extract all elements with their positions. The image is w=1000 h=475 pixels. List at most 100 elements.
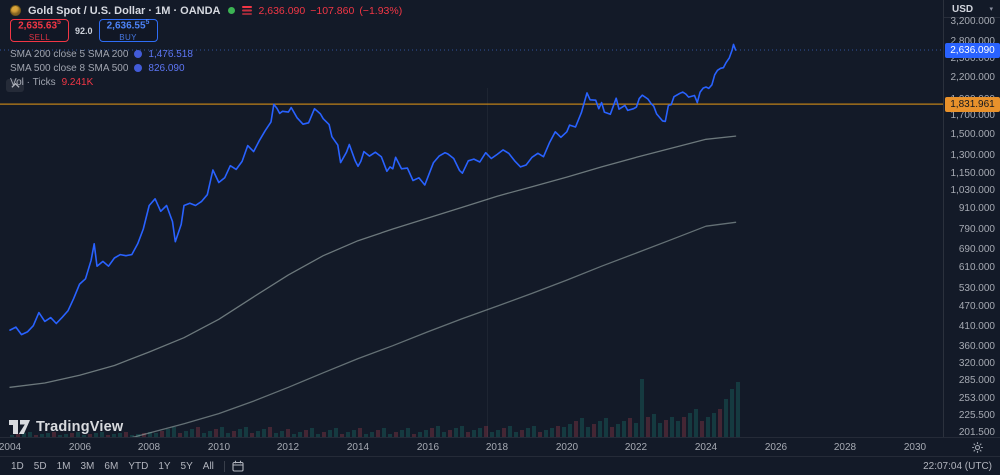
time-axis-label: 2018 — [485, 442, 509, 453]
price-chart-canvas — [0, 43, 943, 437]
indicator-title: SMA 200 close 5 SMA 200 — [10, 48, 129, 60]
volume-bar — [328, 430, 332, 437]
range-button-5y[interactable]: 5Y — [180, 460, 193, 472]
volume-bar — [22, 433, 26, 437]
time-axis-label: 2004 — [0, 442, 22, 453]
price-tick-label: 285.000 — [958, 375, 995, 386]
volume-bar — [568, 424, 572, 437]
volume-bar — [358, 428, 362, 437]
market-status-icon[interactable] — [227, 7, 235, 14]
tradingview-logo[interactable]: TradingView — [9, 419, 123, 435]
volume-bar — [412, 434, 416, 437]
volume-bar — [496, 430, 500, 437]
chart-pane[interactable]: Gold Spot / U.S. Dollar · 1M · OANDA 2,6… — [0, 0, 943, 437]
range-button-3m[interactable]: 3M — [80, 460, 95, 472]
symbol-title[interactable]: Gold Spot / U.S. Dollar · 1M · OANDA — [28, 4, 221, 17]
volume-bar — [604, 418, 608, 437]
price-tick-label: 910.000 — [958, 203, 995, 214]
price-tick-label: 1,300.000 — [950, 150, 996, 161]
collapse-legend-button[interactable] — [6, 79, 24, 92]
sma-line-series — [9, 135, 737, 388]
volume-bar — [472, 430, 476, 437]
range-button-5d[interactable]: 5D — [33, 460, 47, 472]
currency-label: USD — [952, 3, 974, 15]
volume-bar — [94, 433, 98, 437]
volume-bar — [10, 435, 14, 437]
volume-bar — [52, 432, 56, 437]
volume-bar — [556, 426, 560, 437]
range-button-all[interactable]: All — [202, 460, 214, 472]
time-axis-label: 2020 — [555, 442, 579, 453]
volume-bar — [310, 428, 314, 437]
clock-utc[interactable]: 22:07:04 (UTC) — [923, 460, 992, 472]
volume-bar — [580, 418, 584, 437]
currency-selector[interactable]: USD ▾ — [948, 2, 997, 16]
price-tick-label: 225.500 — [958, 410, 995, 421]
range-button-1m[interactable]: 1M — [56, 460, 71, 472]
volume-bar — [574, 421, 578, 437]
sell-button[interactable]: 2,635.635 SELL — [10, 19, 69, 42]
indicator-row[interactable]: SMA 200 close 5 SMA 200 1,476.518 — [10, 47, 193, 61]
volume-bar — [712, 413, 716, 437]
time-axis-label: 2022 — [624, 442, 648, 453]
volume-bar — [256, 431, 260, 437]
time-axis-label: 2026 — [764, 442, 788, 453]
volume-bar — [226, 433, 230, 437]
volume-bar — [514, 432, 518, 437]
volume-bar — [652, 414, 656, 437]
volume-bar — [88, 434, 92, 437]
range-button-1d[interactable]: 1D — [11, 460, 24, 472]
volume-bar — [454, 428, 458, 437]
volume-bar — [442, 432, 446, 437]
volume-bar — [484, 426, 488, 437]
indicator-row[interactable]: Vol · Ticks 9.241K — [10, 75, 193, 89]
volume-bar — [28, 432, 32, 437]
chevron-up-icon — [10, 82, 20, 88]
buy-button[interactable]: 2,636.555 BUY — [98, 19, 158, 42]
volume-bar — [610, 427, 614, 437]
volume-bar — [406, 428, 410, 437]
data-feed-icon[interactable] — [241, 2, 252, 20]
gear-icon[interactable] — [971, 441, 984, 454]
price-scale[interactable]: USD ▾ 3,200.000 2,800.000 2,500.000 2,200.0… — [943, 0, 1000, 438]
volume-bar — [322, 432, 326, 437]
tradingview-logo-text: TradingView — [36, 419, 124, 435]
volume-bar — [46, 433, 50, 437]
volume-bar — [376, 430, 380, 437]
volume-bar — [352, 430, 356, 437]
price-tick-label: 530.000 — [958, 283, 995, 294]
volume-bar — [64, 434, 68, 437]
go-to-date-button[interactable] — [232, 460, 244, 472]
range-button-ytd[interactable]: YTD — [128, 460, 149, 472]
time-axis[interactable]: 2004 2006 2008 2010 2012 2014 2016 2018 2020 2022… — [0, 437, 1000, 456]
gold-coin-icon — [10, 5, 21, 16]
volume-bar — [586, 427, 590, 437]
range-button-6m[interactable]: 6M — [104, 460, 119, 472]
price-tick-label: 790.000 — [958, 224, 995, 235]
indicator-value: 826.090 — [148, 62, 185, 74]
volume-bar — [268, 427, 272, 437]
price-tick-label: 690.000 — [958, 244, 995, 255]
volume-bar — [382, 428, 386, 437]
scale-divider — [944, 17, 1000, 18]
volume-bar — [532, 426, 536, 437]
indicator-row[interactable]: SMA 500 close 8 SMA 500 826.090 — [10, 61, 193, 75]
volume-bar — [154, 433, 158, 437]
volume-bar — [400, 430, 404, 437]
spread-value: 92.0 — [75, 25, 93, 36]
volume-bar — [676, 421, 680, 437]
chevron-down-icon: ▾ — [989, 6, 993, 13]
volume-bar — [544, 430, 548, 437]
volume-bar — [286, 429, 290, 437]
volume-bar — [628, 418, 632, 437]
sell-label: SELL — [28, 32, 51, 42]
price-line-series — [9, 43, 737, 336]
price-tick-label: 410.000 — [958, 321, 995, 332]
volume-bar — [640, 379, 644, 437]
time-axis-label: 2010 — [207, 442, 231, 453]
range-button-1y[interactable]: 1Y — [158, 460, 171, 472]
volume-bar — [16, 434, 20, 437]
volume-bar — [208, 431, 212, 437]
volume-bar — [214, 429, 218, 437]
